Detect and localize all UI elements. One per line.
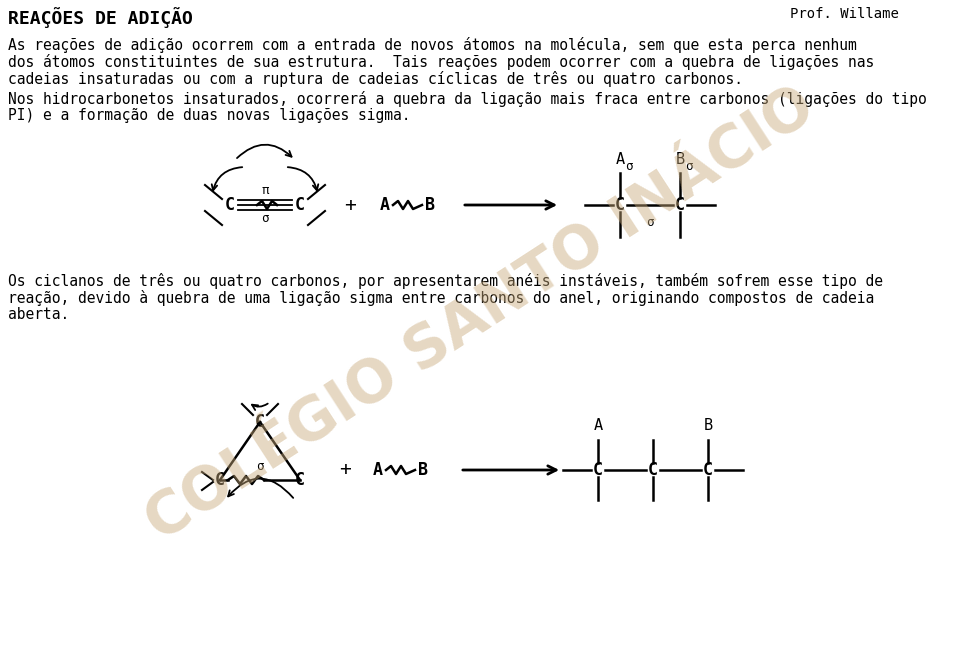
Text: C: C (615, 196, 625, 214)
Text: C: C (295, 471, 305, 489)
Text: +: + (344, 195, 356, 215)
Text: C: C (215, 471, 225, 489)
Text: A: A (616, 152, 624, 166)
Text: A: A (373, 461, 383, 479)
Text: C: C (295, 196, 305, 214)
Text: π: π (261, 183, 269, 197)
Text: COLÉGIO SANTO INÁCIO: COLÉGIO SANTO INÁCIO (135, 77, 825, 553)
Text: +: + (339, 461, 351, 479)
Text: σ: σ (256, 459, 264, 473)
Text: B: B (675, 152, 685, 166)
Text: PI) e a formação de duas novas ligações sigma.: PI) e a formação de duas novas ligações … (8, 108, 410, 123)
Text: Nos hidrocarbonetos insaturados, ocorrerá a quebra da ligação mais fraca entre c: Nos hidrocarbonetos insaturados, ocorrer… (8, 91, 926, 107)
Text: σ: σ (646, 217, 654, 230)
Text: B: B (418, 461, 428, 479)
Text: σ: σ (625, 161, 633, 174)
Text: dos átomos constituintes de sua estrutura.  Tais reações podem ocorrer com a que: dos átomos constituintes de sua estrutur… (8, 54, 875, 70)
Text: A: A (594, 419, 602, 433)
Text: Os ciclanos de três ou quatro carbonos, por apresentarem anéis instáveis, também: Os ciclanos de três ou quatro carbonos, … (8, 273, 883, 289)
Text: Prof. Willame: Prof. Willame (790, 7, 899, 21)
Text: C: C (703, 461, 713, 479)
Text: B: B (704, 419, 713, 433)
Text: B: B (425, 196, 435, 214)
Text: C: C (593, 461, 603, 479)
Text: aberta.: aberta. (8, 307, 69, 322)
Text: cadeias insaturadas ou com a ruptura de cadeias cíclicas de três ou quatro carbo: cadeias insaturadas ou com a ruptura de … (8, 71, 743, 87)
Text: As reações de adição ocorrem com a entrada de novos átomos na molécula, sem que : As reações de adição ocorrem com a entra… (8, 37, 856, 53)
Text: C: C (255, 413, 265, 431)
Text: A: A (380, 196, 390, 214)
Text: C: C (648, 461, 658, 479)
Text: σ: σ (261, 212, 269, 224)
Text: reação, devido à quebra de uma ligação sigma entre carbonos do anel, originando : reação, devido à quebra de uma ligação s… (8, 290, 875, 306)
Text: C: C (225, 196, 235, 214)
Text: C: C (675, 196, 685, 214)
Text: σ: σ (685, 161, 692, 174)
Text: REAÇÕES DE ADIÇÃO: REAÇÕES DE ADIÇÃO (8, 7, 193, 28)
